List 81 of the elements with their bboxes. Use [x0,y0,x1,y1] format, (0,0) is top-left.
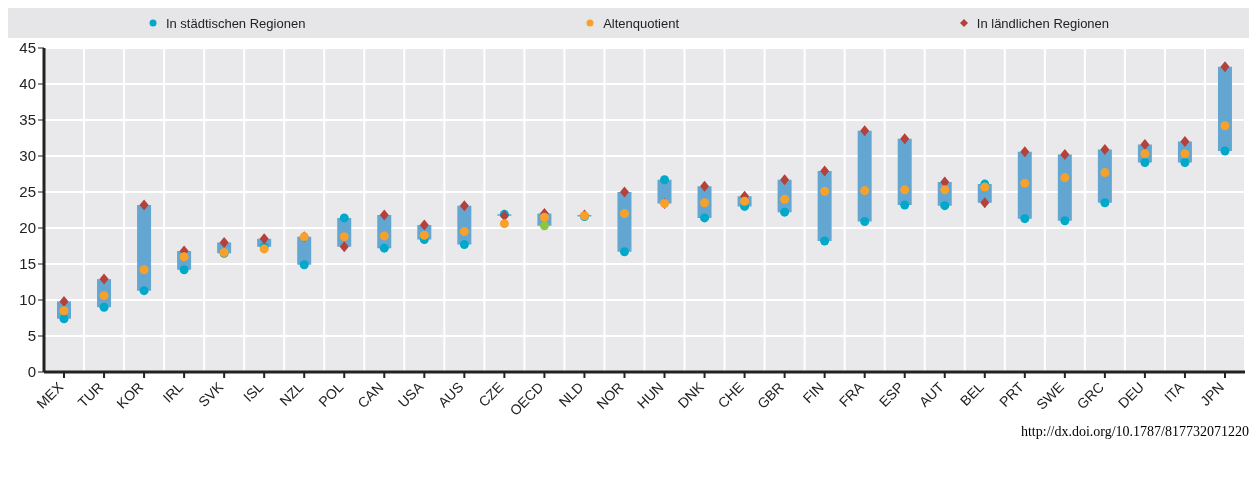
point [660,175,670,185]
x-tick-label: FRA [835,378,868,410]
point [459,227,469,237]
y-tick-label: 5 [27,327,36,345]
point [1020,214,1030,224]
point [1060,149,1070,161]
point [619,209,629,219]
point [820,165,830,177]
x-tick-label: NZL [276,378,307,409]
legend-label: In ländlichen Regionen [975,15,1110,31]
y-tick-label: 10 [19,291,36,309]
point [1100,144,1110,156]
point [299,260,309,270]
point [900,185,910,195]
point [700,213,710,223]
x-tick-label: POL [315,378,347,410]
point [419,219,429,231]
point [1060,216,1070,226]
x-tick-label: BEL [956,378,988,409]
point [219,236,229,248]
point [860,217,870,227]
point [99,273,109,285]
text: http://dx.doi.org/10.1787/817732071220 [1019,424,1249,440]
legend-label: Altenquotient [602,15,680,31]
point [339,241,349,253]
point [980,197,990,209]
point [820,186,830,196]
legend-label: In städtischen Regionen [164,15,306,31]
point [1220,121,1230,131]
point [900,133,910,145]
point [179,265,189,275]
point [379,209,389,221]
y-tick-label: 20 [19,219,36,237]
point [1220,146,1230,156]
point [139,286,149,296]
point [700,180,710,192]
point [539,221,549,231]
point [459,200,469,212]
point [1180,136,1190,148]
point [1020,146,1030,158]
point [1220,61,1230,73]
x-tick-label: ITA [1161,378,1188,405]
point [1140,157,1150,167]
point [860,125,870,137]
point [379,243,389,253]
point [1180,157,1190,167]
point [1020,178,1030,188]
point [619,186,629,198]
point [59,295,69,307]
point [1100,198,1110,208]
y-tick-label: 25 [19,183,36,201]
point [1100,168,1110,178]
y-tick-label: 40 [19,75,36,93]
point [619,247,629,257]
x-tick-label: IRL [159,378,187,406]
y-tick-label: 35 [19,111,36,129]
x-tick-label: USA [394,378,427,411]
y-tick-label: 45 [19,39,36,57]
point [1140,138,1150,150]
point [1060,173,1070,183]
bar [137,204,152,291]
point [339,213,349,223]
point [940,201,950,211]
point [139,199,149,211]
bar [857,130,872,222]
point [860,186,870,196]
point [259,233,269,245]
point [900,200,910,210]
point [499,219,509,229]
y-tick-label: 15 [19,255,36,273]
x-tick-label: FIN [799,378,827,407]
point [459,240,469,250]
y-tick-label: 0 [27,363,36,381]
point [820,236,830,246]
point [780,207,790,217]
y-tick-label: 30 [19,147,36,165]
point [780,174,790,186]
x-tick-label: TUR [74,378,107,411]
point [139,265,149,275]
point [99,302,109,312]
x-tick-label: ISL [240,378,267,405]
